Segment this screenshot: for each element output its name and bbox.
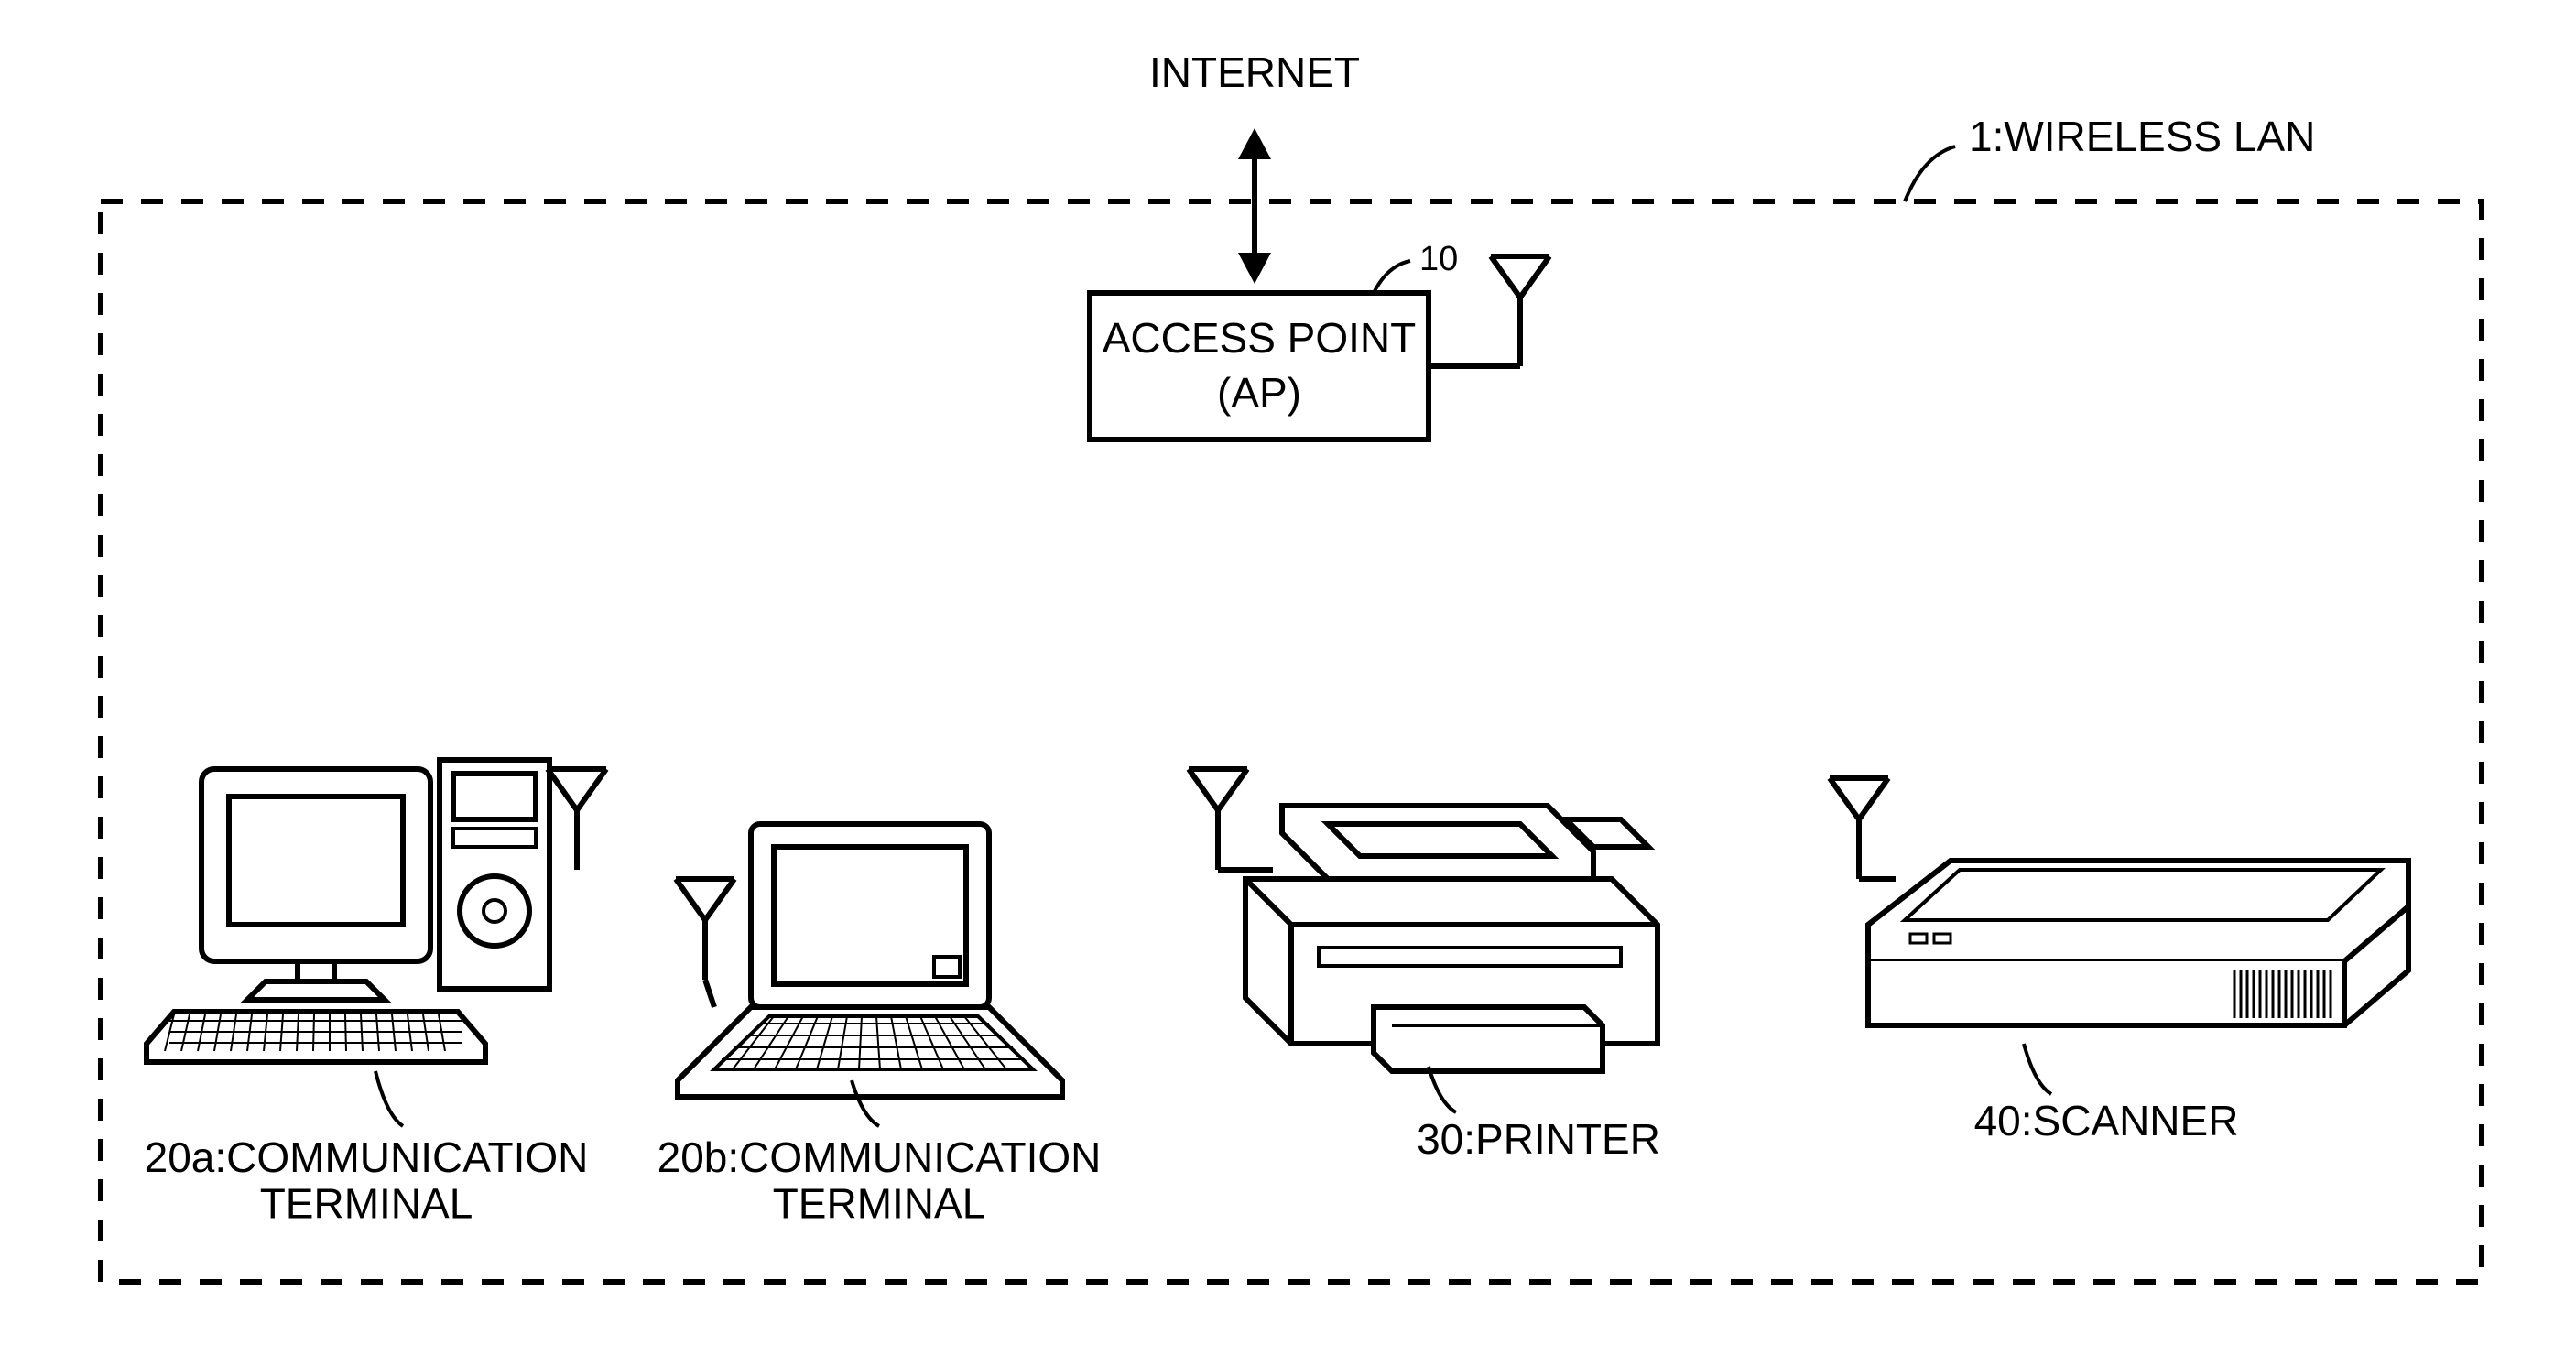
scanner-antenna-icon [1830,778,1896,879]
desktop-label: 20a:COMMUNICATIONTERMINAL [145,1133,589,1228]
laptop-antenna-icon [676,879,734,1007]
access-point-label-2: (AP) [1217,369,1301,417]
access-point-ref: 10 [1419,240,1458,278]
access-point-ref-leader [1374,261,1410,293]
access-point-label-1: ACCESS POINT [1103,314,1417,362]
internet-label: INTERNET [1149,49,1360,96]
scanner-device-icon [1868,861,2408,1025]
printer-device-icon [1245,806,1658,1071]
desktop-ref-leader [375,1071,403,1126]
wireless-lan-label: 1:WIRELESS LAN [1969,113,2315,160]
laptop-label: 20b:COMMUNICATIONTERMINAL [658,1133,1102,1228]
boundary-ref-leader [1905,146,1955,201]
internet-double-arrow [1238,128,1271,284]
printer-antenna-icon [1189,769,1273,870]
scanner-ref-leader [2024,1044,2051,1094]
printer-label: 30:PRINTER [1417,1115,1660,1163]
desktop-antenna-icon [548,769,606,870]
desktop-device-icon [147,760,549,1062]
scanner-label: 40:SCANNER [1974,1097,2239,1144]
laptop-device-icon [678,824,1062,1097]
